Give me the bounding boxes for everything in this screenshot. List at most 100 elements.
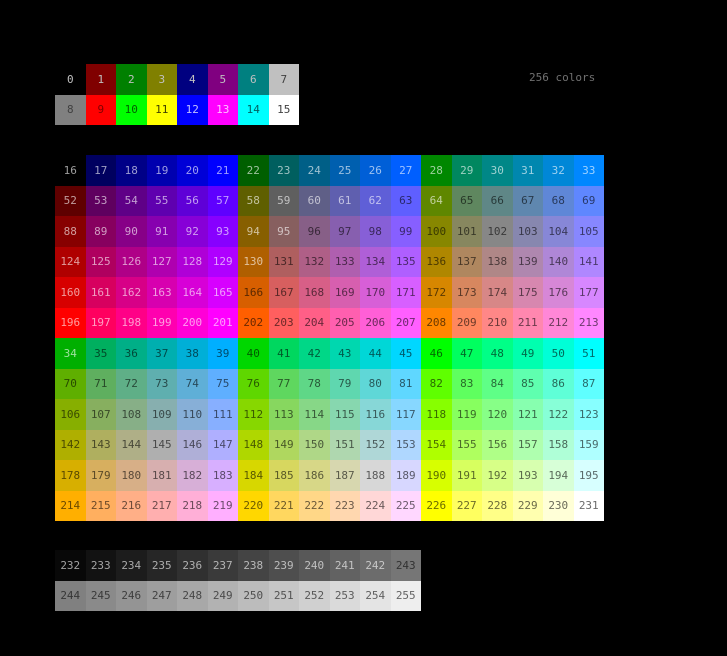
color-swatch-10: 10: [116, 94, 147, 125]
color-swatch-117: 117: [390, 399, 421, 430]
color-swatch-92: 92: [177, 216, 208, 247]
color-swatch-138: 138: [482, 246, 513, 277]
color-swatch-26: 26: [360, 155, 391, 186]
color-swatch-110: 110: [177, 399, 208, 430]
color-swatch-120: 120: [482, 399, 513, 430]
color-swatch-87: 87: [573, 368, 604, 399]
color-swatch-166: 166: [238, 277, 269, 308]
color-swatch-102: 102: [482, 216, 513, 247]
color-swatch-219: 219: [207, 490, 238, 521]
color-swatch-240: 240: [299, 550, 330, 581]
color-swatch-122: 122: [543, 399, 574, 430]
color-swatch-167: 167: [268, 277, 299, 308]
color-swatch-203: 203: [268, 307, 299, 338]
color-swatch-163: 163: [146, 277, 177, 308]
color-swatch-86: 86: [543, 368, 574, 399]
color-swatch-96: 96: [299, 216, 330, 247]
color-swatch-228: 228: [482, 490, 513, 521]
color-swatch-9: 9: [85, 94, 116, 125]
color-swatch-112: 112: [238, 399, 269, 430]
color-swatch-151: 151: [329, 429, 360, 460]
color-swatch-125: 125: [85, 246, 116, 277]
color-swatch-230: 230: [543, 490, 574, 521]
color-swatch-61: 61: [329, 185, 360, 216]
color-swatch-50: 50: [543, 338, 574, 369]
color-swatch-16: 16: [55, 155, 86, 186]
color-swatch-222: 222: [299, 490, 330, 521]
color-swatch-241: 241: [329, 550, 360, 581]
color-swatch-154: 154: [421, 429, 452, 460]
color-swatch-30: 30: [482, 155, 513, 186]
color-swatch-34: 34: [55, 338, 86, 369]
color-swatch-157: 157: [512, 429, 543, 460]
color-swatch-46: 46: [421, 338, 452, 369]
color-swatch-244: 244: [55, 580, 86, 611]
color-swatch-56: 56: [177, 185, 208, 216]
color-swatch-108: 108: [116, 399, 147, 430]
color-swatch-77: 77: [268, 368, 299, 399]
color-swatch-171: 171: [390, 277, 421, 308]
color-swatch-207: 207: [390, 307, 421, 338]
color-swatch-208: 208: [421, 307, 452, 338]
color-swatch-191: 191: [451, 460, 482, 491]
color-swatch-42: 42: [299, 338, 330, 369]
color-swatch-49: 49: [512, 338, 543, 369]
color-swatch-109: 109: [146, 399, 177, 430]
color-swatch-183: 183: [207, 460, 238, 491]
color-swatch-97: 97: [329, 216, 360, 247]
color-swatch-193: 193: [512, 460, 543, 491]
color-swatch-126: 126: [116, 246, 147, 277]
color-swatch-170: 170: [360, 277, 391, 308]
color-swatch-103: 103: [512, 216, 543, 247]
color-swatch-238: 238: [238, 550, 269, 581]
color-swatch-55: 55: [146, 185, 177, 216]
color-swatch-88: 88: [55, 216, 86, 247]
color-swatch-199: 199: [146, 307, 177, 338]
color-swatch-206: 206: [360, 307, 391, 338]
color-swatch-67: 67: [512, 185, 543, 216]
color-swatch-58: 58: [238, 185, 269, 216]
color-swatch-251: 251: [268, 580, 299, 611]
color-swatch-253: 253: [329, 580, 360, 611]
color-swatch-106: 106: [55, 399, 86, 430]
color-swatch-31: 31: [512, 155, 543, 186]
color-swatch-90: 90: [116, 216, 147, 247]
color-swatch-217: 217: [146, 490, 177, 521]
color-swatch-128: 128: [177, 246, 208, 277]
color-swatch-178: 178: [55, 460, 86, 491]
color-swatch-111: 111: [207, 399, 238, 430]
color-swatch-245: 245: [85, 580, 116, 611]
color-swatch-121: 121: [512, 399, 543, 430]
color-swatch-124: 124: [55, 246, 86, 277]
color-swatch-85: 85: [512, 368, 543, 399]
color-swatch-2: 2: [116, 64, 147, 95]
color-swatch-209: 209: [451, 307, 482, 338]
color-swatch-173: 173: [451, 277, 482, 308]
color-swatch-239: 239: [268, 550, 299, 581]
color-swatch-81: 81: [390, 368, 421, 399]
color-swatch-74: 74: [177, 368, 208, 399]
color-swatch-3: 3: [146, 64, 177, 95]
color-swatch-164: 164: [177, 277, 208, 308]
color-swatch-40: 40: [238, 338, 269, 369]
color-swatch-224: 224: [360, 490, 391, 521]
color-swatch-255: 255: [390, 580, 421, 611]
color-swatch-137: 137: [451, 246, 482, 277]
color-swatch-24: 24: [299, 155, 330, 186]
color-swatch-254: 254: [360, 580, 391, 611]
color-swatch-132: 132: [299, 246, 330, 277]
color-swatch-98: 98: [360, 216, 391, 247]
color-swatch-27: 27: [390, 155, 421, 186]
color-swatch-196: 196: [55, 307, 86, 338]
color-swatch-195: 195: [573, 460, 604, 491]
color-swatch-165: 165: [207, 277, 238, 308]
color-swatch-227: 227: [451, 490, 482, 521]
color-swatch-105: 105: [573, 216, 604, 247]
color-swatch-139: 139: [512, 246, 543, 277]
color-swatch-176: 176: [543, 277, 574, 308]
color-swatch-237: 237: [207, 550, 238, 581]
color-swatch-235: 235: [146, 550, 177, 581]
color-swatch-114: 114: [299, 399, 330, 430]
color-swatch-51: 51: [573, 338, 604, 369]
color-swatch-63: 63: [390, 185, 421, 216]
